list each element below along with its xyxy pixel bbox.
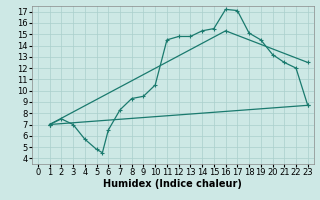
X-axis label: Humidex (Indice chaleur): Humidex (Indice chaleur)	[103, 179, 242, 189]
